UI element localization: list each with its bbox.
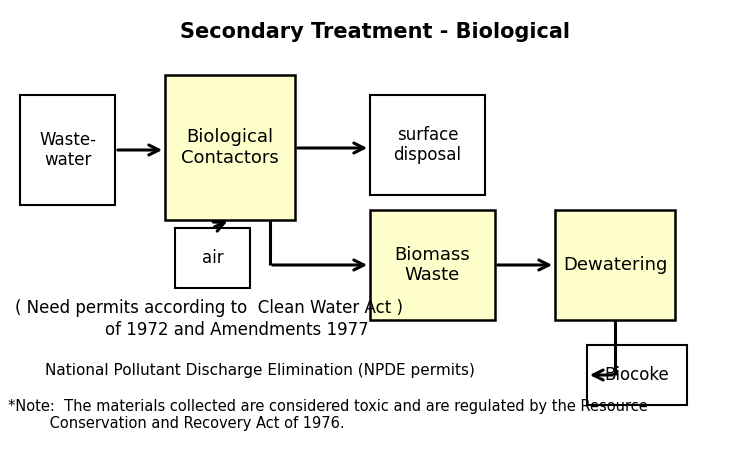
Text: Biological
Contactors: Biological Contactors: [182, 128, 279, 167]
Text: National Pollutant Discharge Elimination (NPDE permits): National Pollutant Discharge Elimination…: [45, 363, 475, 378]
Text: Dewatering: Dewatering: [562, 256, 668, 274]
Text: air: air: [202, 249, 223, 267]
Bar: [175, 228, 250, 288]
Bar: [587, 345, 687, 405]
Text: Biocoke: Biocoke: [604, 366, 669, 384]
Text: ( Need permits according to  Clean Water Act ): ( Need permits according to Clean Water …: [15, 299, 403, 317]
Text: of 1972 and Amendments 1977: of 1972 and Amendments 1977: [105, 321, 369, 339]
Bar: [165, 75, 295, 220]
Bar: [370, 95, 485, 195]
Bar: [20, 95, 115, 205]
Bar: [555, 210, 675, 320]
Text: Biomass
Waste: Biomass Waste: [394, 246, 470, 284]
Text: Waste-
water: Waste- water: [39, 131, 96, 169]
Text: surface
disposal: surface disposal: [394, 126, 461, 164]
Text: *Note:  The materials collected are considered toxic and are regulated by the Re: *Note: The materials collected are consi…: [8, 399, 648, 431]
Text: Secondary Treatment - Biological: Secondary Treatment - Biological: [180, 22, 570, 42]
Bar: [370, 210, 495, 320]
